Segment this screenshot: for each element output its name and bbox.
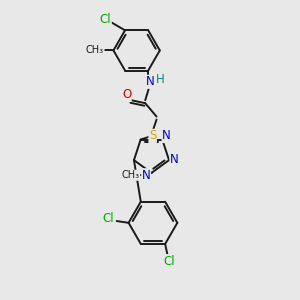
- Text: Cl: Cl: [163, 255, 175, 268]
- Text: Cl: Cl: [103, 212, 115, 225]
- Text: Cl: Cl: [100, 13, 111, 26]
- Text: N: N: [162, 130, 171, 142]
- Text: H: H: [156, 73, 164, 86]
- Text: N: N: [142, 169, 151, 182]
- Text: CH₃: CH₃: [122, 170, 140, 180]
- Text: CH₃: CH₃: [86, 45, 104, 56]
- Text: N: N: [170, 153, 179, 166]
- Text: S: S: [149, 129, 156, 142]
- Text: N: N: [146, 75, 155, 88]
- Text: O: O: [122, 88, 131, 101]
